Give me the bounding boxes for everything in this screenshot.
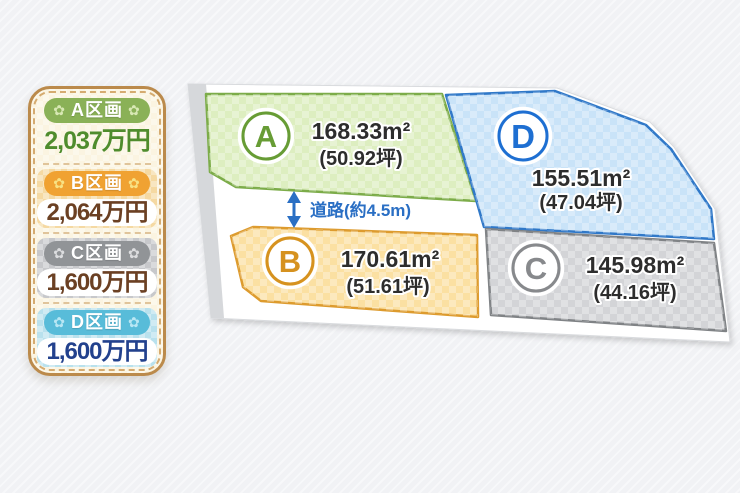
section-divider: [43, 301, 151, 304]
flower-icon: ✿: [128, 102, 141, 118]
plot-b-area-tsubo: (51.61坪): [346, 275, 429, 298]
flower-icon: ✿: [53, 175, 66, 192]
price-section-b: ✿ B区画 ✿ 2,064万円: [37, 169, 157, 229]
plot-a-area-tsubo: (50.92坪): [319, 147, 402, 170]
road-width-arrow-icon: [287, 191, 301, 228]
svg-text:D: D: [511, 118, 535, 155]
plot-d-price: 1,600万円: [46, 337, 148, 365]
price-section-c: ✿ C区画 ✿ 1,600万円: [37, 238, 157, 298]
plot-d-area: 155.51m²: [532, 165, 631, 191]
plot-c-price: 1,600万円: [46, 268, 148, 296]
flower-icon: ✿: [128, 313, 141, 330]
plot-d-badge: D: [493, 106, 553, 166]
plot-a-area: 168.33m²: [312, 118, 411, 144]
plot-d-label: D区画: [71, 311, 123, 332]
land-plot-map: 道路(約4.5m) A 168.33m² (50.92坪) D 155.51m²…: [187, 83, 731, 343]
price-section-d: ✿ D区画 ✿ 1,600万円: [37, 307, 157, 367]
flower-icon: ✿: [53, 102, 66, 118]
flower-icon: ✿: [128, 244, 141, 261]
svg-text:A: A: [255, 119, 277, 154]
svg-text:B: B: [279, 244, 301, 279]
svg-text:C: C: [525, 251, 547, 286]
section-divider: [43, 232, 151, 235]
flower-icon: ✿: [53, 244, 66, 261]
flower-icon: ✿: [128, 175, 141, 192]
plot-d-area-tsubo: (47.04坪): [539, 191, 622, 214]
flower-icon: ✿: [53, 313, 66, 330]
plot-a-price: 2,037万円: [44, 127, 151, 155]
plot-b-area: 170.61m²: [341, 246, 440, 272]
plot-c-label: C区画: [71, 242, 123, 263]
plot-b-price: 2,064万円: [46, 199, 148, 227]
plot-c-price-box: 1,600万円: [37, 268, 157, 296]
plot-c-label-pill: ✿ C区画 ✿: [44, 240, 150, 266]
plot-d-label-pill: ✿ D区画 ✿: [44, 309, 150, 335]
plot-b-label-pill: ✿ B区画 ✿: [44, 171, 150, 197]
plot-d-price-box: 1,600万円: [37, 337, 157, 365]
price-section-a: ✿ A区画 ✿ 2,037万円: [31, 96, 163, 159]
plot-b-price-box: 2,064万円: [37, 199, 157, 227]
plot-a-badge: A: [237, 107, 295, 165]
road-label: 道路(約4.5m): [310, 200, 411, 220]
plot-b-label: B区画: [71, 173, 123, 194]
plot-a-label: A区画: [71, 100, 123, 120]
section-divider: [43, 163, 151, 166]
plot-c-badge: C: [507, 239, 565, 297]
adjacent-road-strip: [188, 84, 224, 318]
price-panel: ✿ A区画 ✿ 2,037万円 ✿ B区画 ✿ 2,064万円 ✿ C区画 ✿: [28, 86, 166, 376]
plot-a-label-pill: ✿ A区画 ✿: [44, 98, 150, 123]
plot-b-badge: B: [261, 232, 319, 290]
plot-c-area: 145.98m²: [586, 252, 685, 278]
plot-c-area-tsubo: (44.16坪): [593, 281, 676, 304]
